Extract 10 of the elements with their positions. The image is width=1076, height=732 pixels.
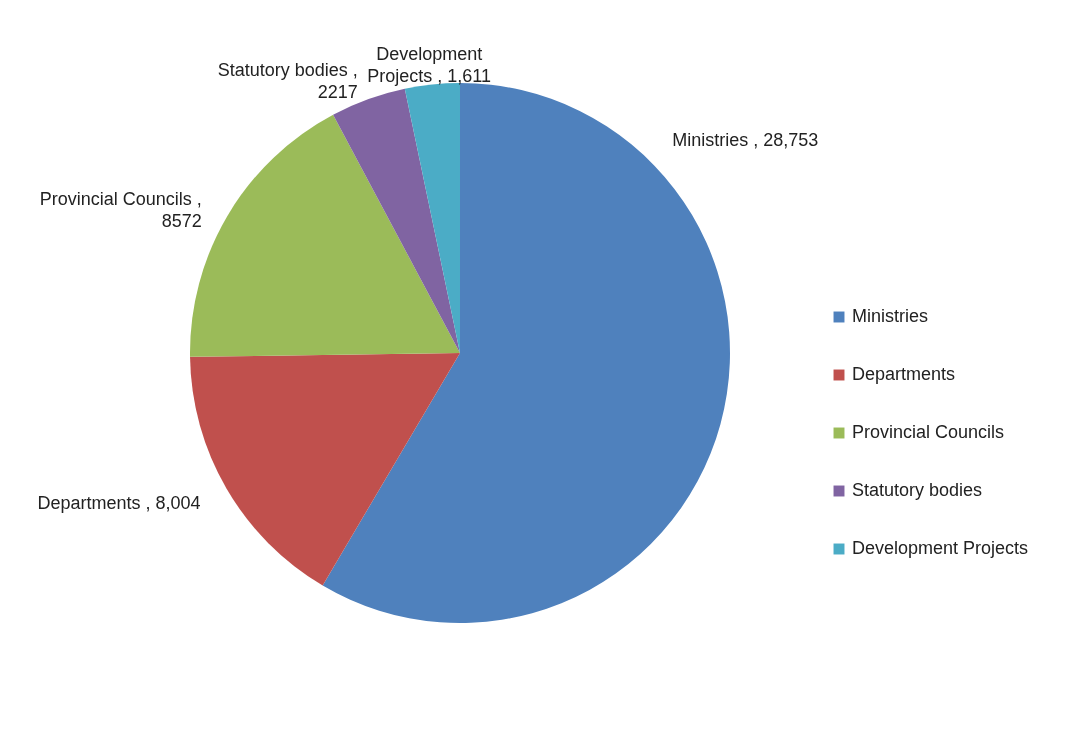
data-label: Departments , 8,004 <box>37 492 201 513</box>
data-label: Statutory bodies , 2217 <box>217 59 358 102</box>
legend-label: Development Projects <box>852 538 1029 558</box>
data-label: Provincial Councils , 8572 <box>39 189 202 232</box>
legend-label: Ministries <box>852 306 929 326</box>
legend-label: Departments <box>852 364 956 384</box>
legend-label: Provincial Councils <box>852 422 1005 442</box>
legend-label: Statutory bodies <box>852 480 983 500</box>
data-label: Development Projects , 1,611 <box>367 43 492 86</box>
data-label: Ministries , 28,753 <box>672 129 819 150</box>
